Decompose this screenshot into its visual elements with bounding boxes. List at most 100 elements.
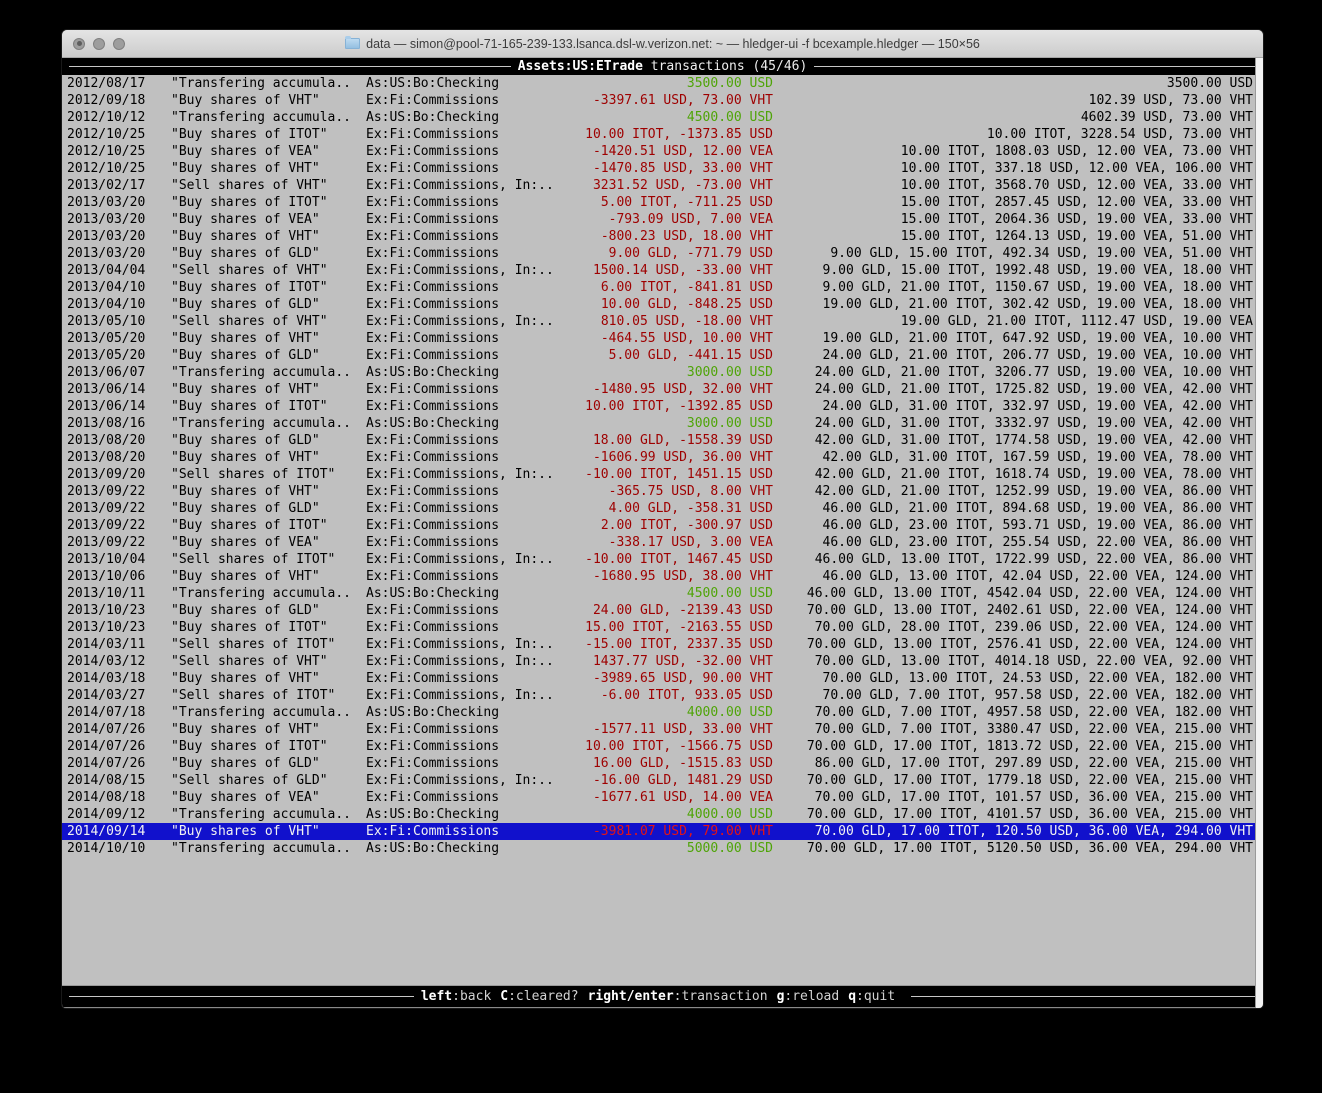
transaction-row[interactable]: 2014/07/26 "Buy shares of ITOT" Ex:Fi:Comm…: [62, 738, 1263, 755]
balance-cell: 46.00 GLD, 13.00 ITOT, 42.04 USD, 22.00 …: [822, 569, 1253, 584]
date-cell: 2013/06/14: [67, 382, 146, 397]
transaction-row[interactable]: 2013/09/20 "Sell shares of ITOT" Ex:Fi:Com…: [62, 466, 1263, 483]
transaction-row[interactable]: 2013/03/20 "Buy shares of VHT" Ex:Fi:Commi…: [62, 228, 1263, 245]
transaction-row[interactable]: 2014/10/10 "Transfering accumula.. As:US:B…: [62, 840, 1263, 857]
transaction-row[interactable]: 2013/09/22 "Buy shares of GLD" Ex:Fi:Commi…: [62, 500, 1263, 517]
account-cell: Ex:Fi:Commissions, In:..: [366, 552, 554, 567]
close-button[interactable]: [73, 37, 85, 50]
transaction-row[interactable]: 2013/10/04 "Sell shares of ITOT" Ex:Fi:Com…: [62, 551, 1263, 568]
date-cell: 2013/05/20: [67, 348, 146, 363]
transaction-row[interactable]: 2013/04/10 "Buy shares of ITOT" Ex:Fi:Comm…: [62, 279, 1263, 296]
transaction-row[interactable]: 2012/10/25 "Buy shares of VHT" Ex:Fi:Commi…: [62, 160, 1263, 177]
balance-cell: 9.00 GLD, 15.00 ITOT, 492.34 USD, 19.00 …: [830, 246, 1253, 261]
account-cell: Ex:Fi:Commissions: [366, 93, 500, 108]
change-cell: -1470.85 USD, 33.00 VHT: [592, 161, 773, 176]
transaction-row[interactable]: 2013/10/06 "Buy shares of VHT" Ex:Fi:Commi…: [62, 568, 1263, 585]
change-cell: 10.00 ITOT, -1373.85 USD: [585, 127, 773, 142]
transaction-row[interactable]: 2014/07/26 "Buy shares of VHT" Ex:Fi:Commi…: [62, 721, 1263, 738]
transaction-row[interactable]: 2013/09/22 "Buy shares of VHT" Ex:Fi:Commi…: [62, 483, 1263, 500]
transaction-row[interactable]: 2013/08/20 "Buy shares of GLD" Ex:Fi:Commi…: [62, 432, 1263, 449]
transaction-row[interactable]: 2012/09/18 "Buy shares of VHT" Ex:Fi:Commi…: [62, 92, 1263, 109]
footer-hint-right-enter: right/enter:transaction: [588, 989, 768, 1004]
account-cell: Ex:Fi:Commissions, In:..: [366, 263, 554, 278]
account-cell: Ex:Fi:Commissions: [366, 144, 500, 159]
transaction-row[interactable]: 2013/03/20 "Buy shares of GLD" Ex:Fi:Commi…: [62, 245, 1263, 262]
change-cell: 5.00 GLD, -441.15 USD: [608, 348, 773, 363]
balance-cell: 70.00 GLD, 17.00 ITOT, 5120.50 USD, 36.0…: [806, 841, 1253, 856]
balance-cell: 4602.39 USD, 73.00 VHT: [1080, 110, 1253, 125]
balance-cell: 70.00 GLD, 17.00 ITOT, 4101.57 USD, 36.0…: [806, 807, 1253, 822]
date-cell: 2013/06/14: [67, 399, 146, 414]
description-cell: "Buy shares of GLD": [171, 297, 320, 312]
balance-cell: 46.00 GLD, 21.00 ITOT, 894.68 USD, 19.00…: [822, 501, 1253, 516]
description-cell: "Sell shares of VHT": [171, 178, 328, 193]
transaction-row[interactable]: 2012/08/17 "Transfering accumula.. As:US:B…: [62, 75, 1263, 92]
header-rule-right: [814, 66, 1257, 67]
account-cell: Ex:Fi:Commissions: [366, 297, 500, 312]
transaction-row[interactable]: 2013/05/10 "Sell shares of VHT" Ex:Fi:Comm…: [62, 313, 1263, 330]
transaction-row[interactable]: 2013/03/20 "Buy shares of ITOT" Ex:Fi:Comm…: [62, 194, 1263, 211]
balance-cell: 70.00 GLD, 17.00 ITOT, 1813.72 USD, 22.0…: [806, 739, 1253, 754]
change-cell: 4500.00 USD: [686, 110, 773, 125]
transaction-row[interactable]: 2014/03/12 "Sell shares of VHT" Ex:Fi:Comm…: [62, 653, 1263, 670]
account-cell: Ex:Fi:Commissions: [366, 229, 500, 244]
transaction-row[interactable]: 2014/08/15 "Sell shares of GLD" Ex:Fi:Comm…: [62, 772, 1263, 789]
transaction-row[interactable]: 2012/10/25 "Buy shares of ITOT" Ex:Fi:Comm…: [62, 126, 1263, 143]
transaction-row[interactable]: 2013/05/20 "Buy shares of VHT" Ex:Fi:Commi…: [62, 330, 1263, 347]
transaction-row[interactable]: 2013/09/22 "Buy shares of VEA" Ex:Fi:Commi…: [62, 534, 1263, 551]
transaction-row[interactable]: 2013/10/23 "Buy shares of GLD" Ex:Fi:Commi…: [62, 602, 1263, 619]
window-titlebar[interactable]: data — simon@pool-71-165-239-133.lsanca.…: [62, 30, 1263, 58]
date-cell: 2012/10/25: [67, 144, 146, 159]
transaction-row[interactable]: 2013/06/14 "Buy shares of ITOT" Ex:Fi:Comm…: [62, 398, 1263, 415]
balance-cell: 9.00 GLD, 21.00 ITOT, 1150.67 USD, 19.00…: [822, 280, 1253, 295]
transaction-row[interactable]: 2014/07/26 "Buy shares of GLD" Ex:Fi:Commi…: [62, 755, 1263, 772]
transaction-row[interactable]: 2014/03/27 "Sell shares of ITOT" Ex:Fi:Com…: [62, 687, 1263, 704]
account-cell: As:US:Bo:Checking: [366, 365, 500, 380]
date-cell: 2014/08/18: [67, 790, 146, 805]
transaction-row[interactable]: 2012/10/12 "Transfering accumula.. As:US:B…: [62, 109, 1263, 126]
transaction-row[interactable]: 2013/04/10 "Buy shares of GLD" Ex:Fi:Commi…: [62, 296, 1263, 313]
change-cell: -793.09 USD, 7.00 VEA: [608, 212, 773, 227]
transaction-row[interactable]: 2014/08/18 "Buy shares of VEA" Ex:Fi:Commi…: [62, 789, 1263, 806]
transaction-row[interactable]: 2013/05/20 "Buy shares of GLD" Ex:Fi:Commi…: [62, 347, 1263, 364]
transaction-row-selected[interactable]: 2014/09/14 "Buy shares of VHT" Ex:Fi:Commi…: [62, 823, 1263, 840]
change-cell: 10.00 ITOT, -1392.85 USD: [585, 399, 773, 414]
description-cell: "Buy shares of VEA": [171, 144, 320, 159]
balance-cell: 102.39 USD, 73.00 VHT: [1088, 93, 1253, 108]
transaction-row[interactable]: 2013/02/17 "Sell shares of VHT" Ex:Fi:Comm…: [62, 177, 1263, 194]
transaction-row[interactable]: 2014/03/11 "Sell shares of ITOT" Ex:Fi:Com…: [62, 636, 1263, 653]
account-cell: Ex:Fi:Commissions: [366, 824, 500, 839]
change-cell: 3231.52 USD, -73.00 VHT: [592, 178, 773, 193]
transaction-row[interactable]: 2014/03/18 "Buy shares of VHT" Ex:Fi:Commi…: [62, 670, 1263, 687]
change-cell: -1577.11 USD, 33.00 VHT: [592, 722, 773, 737]
date-cell: 2014/07/26: [67, 722, 146, 737]
account-cell: Ex:Fi:Commissions: [366, 246, 500, 261]
date-cell: 2013/10/11: [67, 586, 146, 601]
transaction-row[interactable]: 2013/08/16 "Transfering accumula.. As:US:B…: [62, 415, 1263, 432]
transaction-row[interactable]: 2013/10/23 "Buy shares of ITOT" Ex:Fi:Comm…: [62, 619, 1263, 636]
date-cell: 2013/09/22: [67, 501, 146, 516]
transaction-row[interactable]: 2014/09/12 "Transfering accumula.. As:US:B…: [62, 806, 1263, 823]
date-cell: 2013/08/20: [67, 433, 146, 448]
balance-cell: 70.00 GLD, 7.00 ITOT, 4957.58 USD, 22.00…: [814, 705, 1253, 720]
date-cell: 2014/09/12: [67, 807, 146, 822]
transaction-row[interactable]: 2014/07/18 "Transfering accumula.. As:US:B…: [62, 704, 1263, 721]
transaction-row[interactable]: 2013/09/22 "Buy shares of ITOT" Ex:Fi:Comm…: [62, 517, 1263, 534]
description-cell: "Buy shares of VHT": [171, 484, 320, 499]
scrollbar[interactable]: [1255, 58, 1263, 1008]
transaction-row[interactable]: 2013/03/20 "Buy shares of VEA" Ex:Fi:Commi…: [62, 211, 1263, 228]
change-cell: 4500.00 USD: [686, 586, 773, 601]
date-cell: 2014/07/18: [67, 705, 146, 720]
transaction-row[interactable]: 2013/08/20 "Buy shares of VHT" Ex:Fi:Commi…: [62, 449, 1263, 466]
transaction-row[interactable]: 2013/10/11 "Transfering accumula.. As:US:B…: [62, 585, 1263, 602]
description-cell: "Transfering accumula..: [171, 365, 352, 380]
transaction-row[interactable]: 2013/06/14 "Buy shares of VHT" Ex:Fi:Commi…: [62, 381, 1263, 398]
description-cell: "Buy shares of VHT": [171, 382, 320, 397]
transaction-row[interactable]: 2013/06/07 "Transfering accumula.. As:US:B…: [62, 364, 1263, 381]
transaction-row[interactable]: 2012/10/25 "Buy shares of VEA" Ex:Fi:Commi…: [62, 143, 1263, 160]
zoom-button[interactable]: [113, 37, 125, 50]
change-cell: -1420.51 USD, 12.00 VEA: [592, 144, 773, 159]
minimize-button[interactable]: [93, 37, 105, 50]
transaction-row[interactable]: 2013/04/04 "Sell shares of VHT" Ex:Fi:Comm…: [62, 262, 1263, 279]
account-cell: Ex:Fi:Commissions: [366, 722, 500, 737]
